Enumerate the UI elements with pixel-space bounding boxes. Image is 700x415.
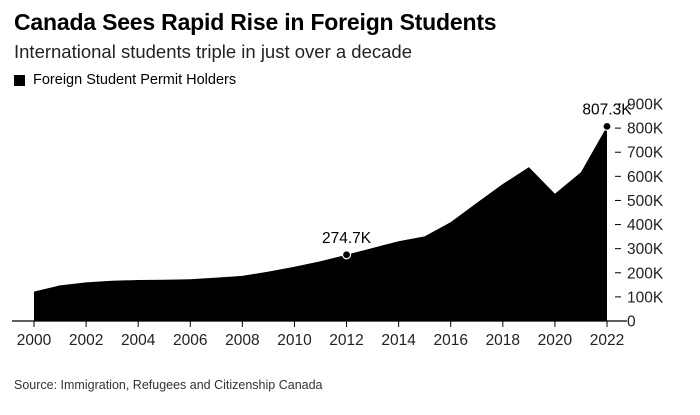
x-tick-label: 2014 xyxy=(381,332,416,349)
y-tick-label: 100K xyxy=(627,289,664,306)
y-tick-label: 200K xyxy=(627,265,664,282)
y-tick-label: 300K xyxy=(627,241,664,258)
y-tick-label: 800K xyxy=(627,121,664,138)
annotation-label: 807.3K xyxy=(582,101,632,118)
chart-title: Canada Sees Rapid Rise in Foreign Studen… xyxy=(14,9,497,35)
x-tick-label: 2006 xyxy=(173,332,207,349)
chart-subtitle: International students triple in just ov… xyxy=(14,41,412,62)
y-tick-label: 500K xyxy=(627,193,664,210)
legend-swatch xyxy=(14,74,25,86)
x-tick-label: 2008 xyxy=(225,332,259,349)
x-tick-label: 2018 xyxy=(486,332,520,349)
x-tick-label: 2000 xyxy=(17,332,52,349)
legend-label: Foreign Student Permit Holders xyxy=(33,72,237,88)
annotation-point xyxy=(341,250,352,260)
y-tick-label: 0 xyxy=(627,314,636,331)
y-tick-label: 700K xyxy=(627,145,664,162)
x-tick-label: 2016 xyxy=(433,332,467,349)
x-tick-label: 2022 xyxy=(590,332,624,349)
annotation-point xyxy=(602,121,612,131)
y-tick-label: 400K xyxy=(627,217,664,234)
x-tick-label: 2010 xyxy=(277,332,312,349)
x-tick-label: 2020 xyxy=(538,332,573,349)
area-series xyxy=(34,126,607,321)
annotation-label: 274.7K xyxy=(322,230,372,247)
legend: Foreign Student Permit Holders xyxy=(14,72,236,88)
x-tick-label: 2002 xyxy=(69,332,103,349)
y-tick-label: 900K xyxy=(627,97,664,114)
source-note: Source: Immigration, Refugees and Citize… xyxy=(14,378,323,392)
x-tick-label: 2012 xyxy=(329,332,363,349)
y-tick-label: 600K xyxy=(627,169,664,186)
x-tick-label: 2004 xyxy=(121,332,156,349)
